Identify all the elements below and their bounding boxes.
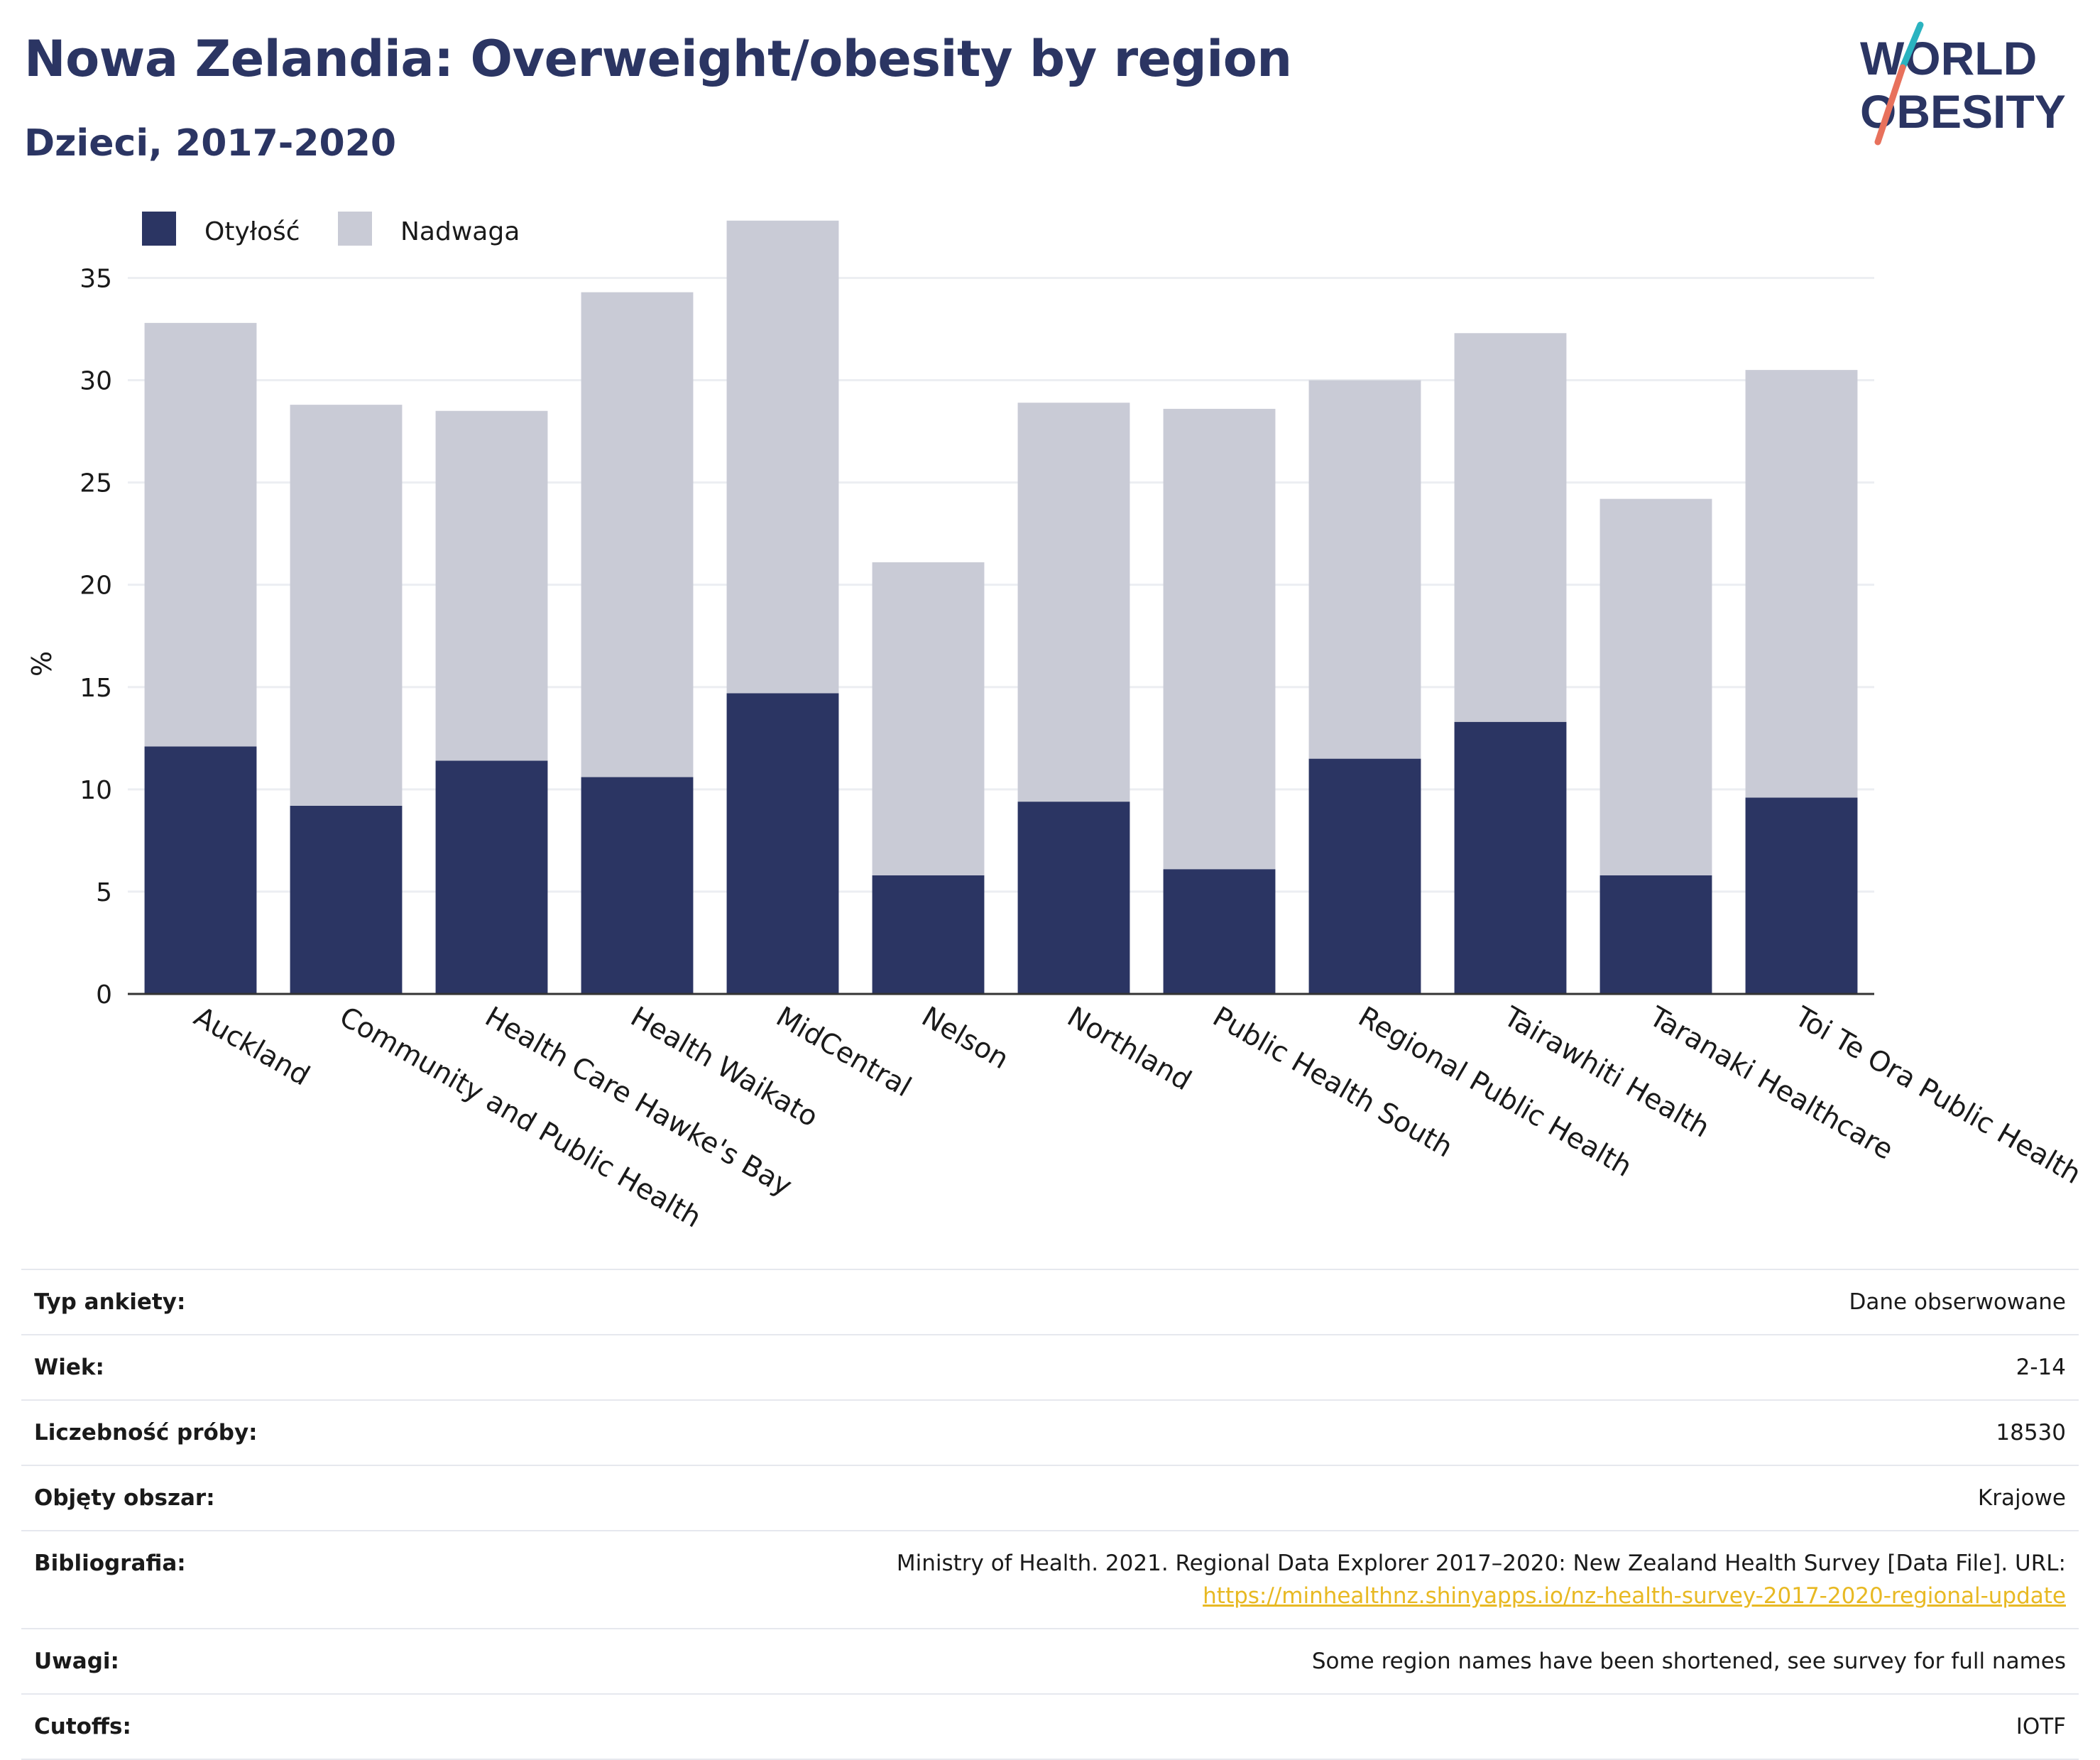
bar-overweight	[872, 562, 985, 875]
x-tick-label: Public Health South	[1208, 1001, 1458, 1164]
info-value-cell: 2-14	[331, 1334, 2079, 1400]
info-value: Ministry of Health. 2021. Regional Data …	[896, 1551, 2066, 1576]
y-tick-label: 35	[80, 264, 112, 293]
y-tick-label: 30	[80, 367, 112, 396]
info-value-cell: IOTF	[331, 1693, 2079, 1760]
bar-obesity	[1599, 875, 1712, 994]
logo-coral-slash	[1874, 64, 1906, 146]
logo-line1: WORLD	[1860, 32, 2037, 84]
bar-obesity	[872, 875, 985, 994]
info-value: Krajowe	[1977, 1485, 2066, 1511]
y-tick-label: 25	[80, 469, 112, 498]
bar-overweight	[1745, 370, 1858, 798]
logo-teal-slash	[1899, 21, 1924, 71]
info-key: Typ ankiety:	[21, 1269, 331, 1335]
y-axis-label: %	[26, 651, 58, 677]
page-title: Nowa Zelandia: Overweight/obesity by reg…	[24, 30, 1292, 88]
x-tick-label: Toi Te Ora Public Health	[1789, 1000, 2087, 1191]
info-value-cell: 18530	[331, 1399, 2079, 1465]
x-tick-label: Auckland	[189, 1001, 315, 1093]
legend-label-obesity: Otyłość	[204, 217, 300, 246]
legend-swatch-overweight	[338, 212, 372, 246]
y-axis-ticks: 0 5 10 15 20 25 30 35	[80, 264, 112, 1010]
legend-swatch-obesity	[142, 212, 176, 246]
info-row: Uwagi: Some region names have been shorte…	[21, 1628, 2079, 1694]
x-tick-label: Taranaki Healthcare	[1644, 1000, 1899, 1166]
info-row: Cutoffs: IOTF	[21, 1693, 2079, 1760]
y-tick-label: 15	[80, 674, 112, 703]
info-value: IOTF	[2016, 1714, 2066, 1739]
info-value-cell: Krajowe	[331, 1465, 2079, 1531]
info-value-cell: Dane obserwowane	[331, 1269, 2079, 1335]
bar-obesity	[1308, 758, 1421, 994]
page-subtitle: Dzieci, 2017-2020	[24, 122, 397, 165]
bar-overweight	[1454, 333, 1567, 722]
bar-obesity	[581, 777, 694, 994]
bar-overweight	[290, 405, 403, 806]
info-row: Liczebność próby: 18530	[21, 1399, 2079, 1465]
chart-bars	[144, 220, 1858, 994]
bar-overweight	[1163, 408, 1276, 870]
x-tick-label: Regional Public Health	[1353, 1001, 1638, 1184]
info-key: Cutoffs:	[21, 1693, 331, 1760]
info-value: 18530	[1996, 1420, 2066, 1445]
info-row: Objęty obszar: Krajowe	[21, 1465, 2079, 1531]
y-tick-label: 10	[80, 776, 112, 805]
survey-info-table: Typ ankiety: Dane obserwowane Wiek: 2-14 Lic…	[21, 1269, 2079, 1760]
info-row: Typ ankiety: Dane obserwowane	[21, 1269, 2079, 1335]
bar-obesity	[144, 746, 257, 994]
info-value-cell: Ministry of Health. 2021. Regional Data …	[331, 1530, 2079, 1629]
info-value: Dane obserwowane	[1849, 1289, 2066, 1315]
x-tick-label: Northland	[1062, 1001, 1197, 1098]
bar-overweight	[1308, 380, 1421, 759]
info-key: Objęty obszar:	[21, 1465, 331, 1531]
bar-obesity	[1454, 721, 1567, 994]
bar-obesity	[1163, 869, 1276, 994]
bar-overweight	[726, 220, 839, 694]
y-tick-label: 0	[96, 980, 112, 1010]
bar-obesity	[726, 693, 839, 994]
legend-label-overweight: Nadwaga	[400, 217, 520, 246]
bar-overweight	[1017, 403, 1130, 802]
y-tick-label: 5	[96, 878, 112, 907]
bar-obesity	[290, 805, 403, 994]
bar-overweight	[144, 322, 257, 747]
info-row: Bibliografia: Ministry of Health. 2021. R…	[21, 1530, 2079, 1629]
bar-overweight	[1599, 498, 1712, 875]
info-value-cell: Some region names have been shortened, s…	[331, 1628, 2079, 1694]
bar-obesity	[435, 760, 548, 994]
bar-obesity	[1017, 802, 1130, 994]
info-key: Liczebność próby:	[21, 1399, 331, 1465]
info-key: Wiek:	[21, 1334, 331, 1400]
info-value: 2-14	[2016, 1355, 2066, 1380]
bar-obesity	[1745, 797, 1858, 994]
info-row: Wiek: 2-14	[21, 1334, 2079, 1400]
bar-overweight	[581, 292, 694, 777]
world-obesity-logo: WORLD OBESITY	[1860, 21, 2066, 146]
y-tick-label: 20	[80, 572, 112, 601]
stacked-bar-chart: Otyłość Nadwaga 0 5 10 15 20 25 30 35 Auckland Co…	[26, 212, 2087, 1235]
bar-overweight	[435, 410, 548, 761]
info-key: Bibliografia:	[21, 1530, 331, 1629]
chart-legend: Otyłość Nadwaga	[142, 212, 520, 246]
info-value: Some region names have been shortened, s…	[1311, 1649, 2066, 1674]
bibliography-link[interactable]: https://minhealthnz.shinyapps.io/nz-heal…	[1203, 1583, 2066, 1609]
info-key: Uwagi:	[21, 1628, 331, 1694]
x-tick-label: Nelson	[917, 1001, 1015, 1076]
x-axis-ticks: Auckland Community and Public HealthHealt…	[128, 993, 2087, 1235]
